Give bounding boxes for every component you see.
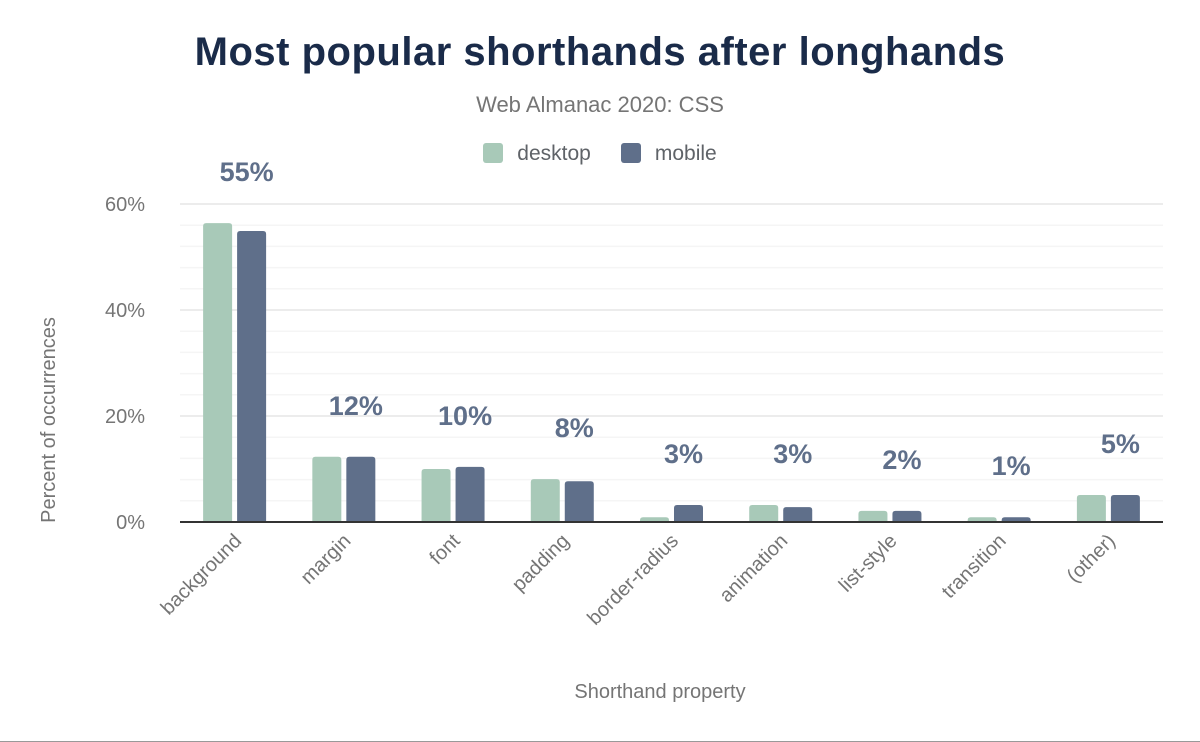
bar-desktop	[967, 517, 997, 522]
legend-label: desktop	[517, 142, 591, 165]
bar-mobile	[455, 466, 485, 522]
legend-swatch-desktop	[483, 143, 504, 163]
bar-desktop	[858, 510, 888, 522]
legend-item-mobile[interactable]: mobile	[620, 142, 717, 166]
data-label: 3%	[664, 439, 703, 469]
bar-mobile	[1110, 494, 1140, 522]
bar-mobile	[237, 231, 267, 522]
data-label: 5%	[1101, 429, 1140, 459]
bar-desktop	[640, 517, 669, 522]
bar-mobile	[1001, 517, 1031, 522]
x-tick-label: font	[425, 530, 464, 569]
x-tick-label: transition	[938, 530, 1011, 603]
data-label: 1%	[992, 451, 1031, 481]
bar-desktop	[1076, 494, 1106, 522]
chart-title: Most popular shorthands after longhands	[194, 30, 1006, 74]
x-tick-label: border-radius	[583, 530, 683, 630]
chart-subtitle: Web Almanac 2020: CSS	[476, 92, 724, 117]
bar-mobile	[783, 507, 813, 522]
data-label: 10%	[438, 401, 492, 431]
data-label: 2%	[882, 445, 921, 475]
x-tick-label: padding	[508, 530, 574, 596]
bar-desktop	[749, 505, 779, 522]
bar-mobile	[346, 456, 376, 522]
bar-mobile	[564, 481, 594, 522]
y-tick-label: 20%	[105, 406, 145, 428]
x-tick-label: animation	[715, 530, 792, 607]
data-label: 3%	[773, 439, 812, 469]
bar-desktop	[312, 456, 342, 522]
legend-item-desktop[interactable]: desktop	[483, 142, 591, 166]
x-tick-label: list-style	[835, 530, 902, 597]
y-tick-label: 60%	[105, 194, 145, 216]
legend: desktop mobile	[0, 142, 1200, 166]
y-axis-label: Percent of occurrences	[38, 317, 60, 523]
y-tick-label: 0%	[116, 512, 145, 534]
legend-swatch-mobile	[620, 143, 641, 163]
bar-desktop	[203, 223, 233, 522]
x-tick-label: background	[157, 530, 246, 619]
data-label: 12%	[329, 391, 383, 421]
data-label: 8%	[555, 413, 594, 443]
bar-desktop	[530, 479, 560, 522]
bar-mobile	[674, 505, 703, 522]
x-tick-label: (other)	[1063, 530, 1120, 587]
x-axis-label: Shorthand property	[574, 681, 745, 703]
bar-desktop	[421, 469, 451, 522]
x-tick-label: margin	[297, 530, 356, 589]
bar-mobile	[892, 510, 922, 522]
legend-label: mobile	[654, 142, 717, 165]
data-label: 55%	[220, 157, 274, 187]
y-tick-label: 40%	[105, 300, 145, 322]
